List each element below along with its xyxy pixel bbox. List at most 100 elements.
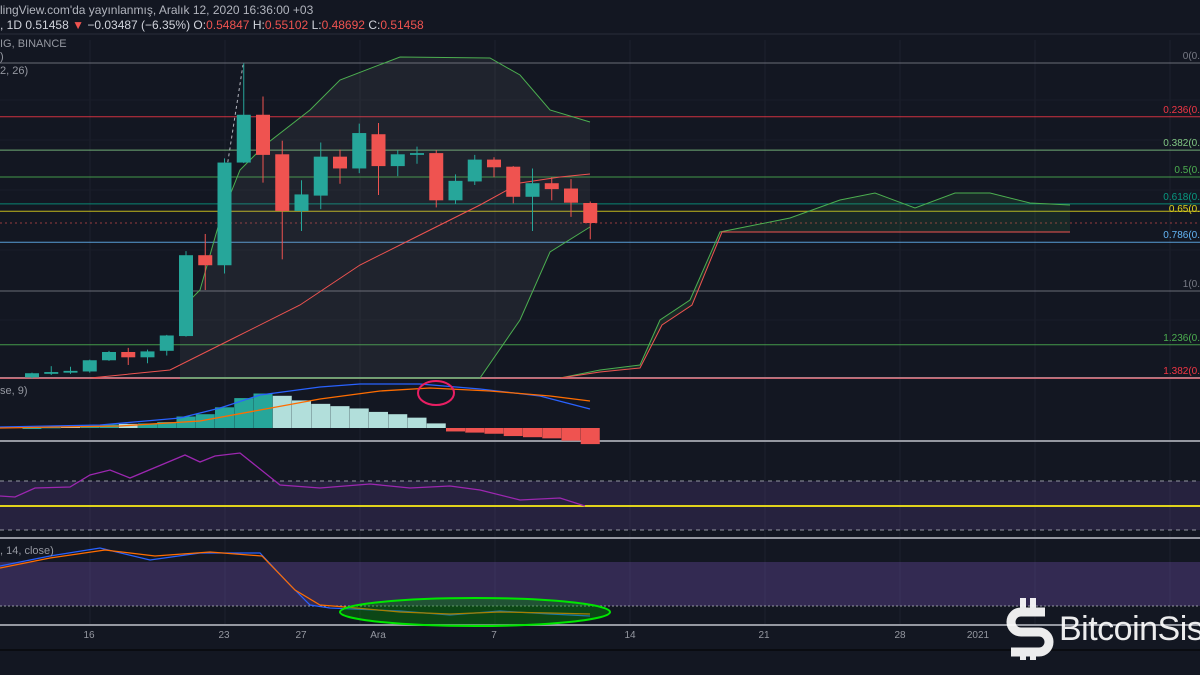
symbol-interval: , 1D (0, 18, 23, 32)
ichimoku-span-b (559, 231, 1070, 379)
macd-histogram-bar (407, 417, 427, 428)
candle-body (44, 372, 59, 374)
candle-body (256, 114, 270, 155)
macd-histogram-bar (253, 393, 273, 428)
candle-body (102, 351, 116, 361)
macd-signal-line (0, 387, 591, 429)
candle-body (390, 154, 405, 167)
macd-histogram-bar (292, 400, 311, 428)
x-axis-tick: 27 (295, 630, 307, 641)
high-value: 0.55102 (264, 18, 309, 32)
candle-body (121, 351, 136, 358)
candle-body (236, 114, 251, 163)
candle-body (371, 134, 386, 167)
fib-label: 0.65(0. (1168, 203, 1200, 215)
candle-body (25, 373, 39, 378)
exchange-label: IG, BINANCE (0, 38, 67, 50)
macd-histogram-bar (22, 428, 42, 429)
macd-histogram-bar (138, 423, 157, 428)
macd-histogram-bar (426, 423, 446, 428)
macd-histogram-bar (542, 428, 562, 439)
watermark-logo: BitcoinSis (1005, 596, 1200, 662)
low-label: L: (311, 18, 322, 32)
fib-label: 0.618(0. (1163, 191, 1200, 203)
candle-body (275, 154, 290, 211)
bottom-area (0, 651, 1200, 675)
x-axis-tick: 21 (758, 630, 770, 641)
x-axis-tick: 7 (491, 630, 497, 641)
candle-body (294, 194, 309, 211)
last-price: 0.51458 (25, 18, 69, 32)
candle-body (352, 133, 367, 169)
macd-histogram-bar (561, 428, 581, 441)
fib-label: 0.5(0. (1174, 165, 1200, 176)
stoch-band (0, 562, 1200, 606)
macd-histogram-bar (349, 408, 369, 428)
fib-label: 0.382(0. (1163, 138, 1200, 150)
fib-label: 0.236(0. (1163, 104, 1200, 116)
candle-body (179, 255, 193, 337)
macd-histogram-bar (195, 414, 215, 428)
macd-histogram-bar (523, 428, 542, 438)
bollinger-lower (180, 226, 591, 379)
bitcoin-logo-icon (1006, 598, 1054, 660)
x-axis-tick: 23 (218, 630, 230, 641)
fib-label: 0.786(0. (1163, 230, 1200, 242)
candle-body (467, 159, 482, 182)
open-label: O: (193, 18, 207, 32)
candle-body (333, 156, 347, 169)
stoch-rsi-label: , 14, close) (0, 545, 54, 557)
candle-body (506, 166, 521, 197)
open-value: 0.54847 (206, 18, 250, 32)
close-value: 0.51458 (380, 18, 424, 32)
published-info: lingView.com'da yayınlanmış, Aralık 12, … (0, 3, 314, 17)
macd-histogram-bar (157, 422, 177, 428)
x-axis-tick: 2021 (966, 630, 990, 641)
candle-body (525, 183, 540, 197)
candle-body (82, 360, 97, 372)
x-axis-tick: 16 (83, 630, 95, 641)
macd-histogram-bar (503, 428, 523, 437)
bollinger-basis (89, 173, 591, 379)
candle-body (159, 335, 174, 351)
watermark-text: BitcoinSis (1059, 609, 1200, 648)
fib-indicator-label: ) (0, 51, 4, 63)
candle-body (313, 156, 328, 196)
low-value: 0.48692 (321, 18, 365, 32)
candle-body (487, 159, 501, 168)
dashed-trend (224, 64, 244, 181)
macd-histogram-bar (388, 414, 408, 428)
macd-histogram-bar (330, 406, 350, 428)
candle-body (583, 203, 598, 223)
candle-body (448, 180, 463, 201)
macd-histogram-bar (446, 428, 465, 432)
candle-body (198, 255, 213, 266)
macd-histogram-bar (311, 403, 331, 428)
candle-body (564, 188, 578, 203)
candle-body (63, 370, 78, 373)
ichimoku-cloud (560, 193, 1070, 378)
macd-histogram-bar (465, 428, 485, 433)
fib-label: 0(0. (1182, 51, 1200, 62)
bollinger-fill (180, 57, 590, 378)
macd-histogram-bar (369, 411, 388, 428)
fib-label: 1.382(0. (1163, 366, 1200, 378)
ohlc-legend: , 1D 0.51458 ▼ −0.03487 (−6.35%) O:0.548… (0, 18, 424, 32)
highlight-ellipse-stoch (339, 597, 611, 627)
stoch-d-line (0, 549, 591, 615)
x-axis-tick: 14 (624, 630, 636, 641)
x-axis-tick: Ara (370, 630, 386, 641)
price-change: −0.03487 (−6.35%) (87, 18, 191, 32)
highlight-ellipse-macd (417, 380, 455, 406)
macd-histogram-bar (41, 427, 61, 429)
macd-label: se, 9) (0, 385, 28, 397)
candle-body (217, 162, 232, 266)
macd-histogram-bar (484, 428, 504, 434)
ichimoku-label: 2, 26) (0, 65, 29, 77)
macd-histogram-bar (215, 407, 234, 428)
fib-label: 1(0. (1182, 279, 1200, 290)
high-label: H: (252, 18, 265, 32)
fib-label: 1.236(0. (1163, 332, 1200, 344)
candle-body (544, 183, 559, 190)
